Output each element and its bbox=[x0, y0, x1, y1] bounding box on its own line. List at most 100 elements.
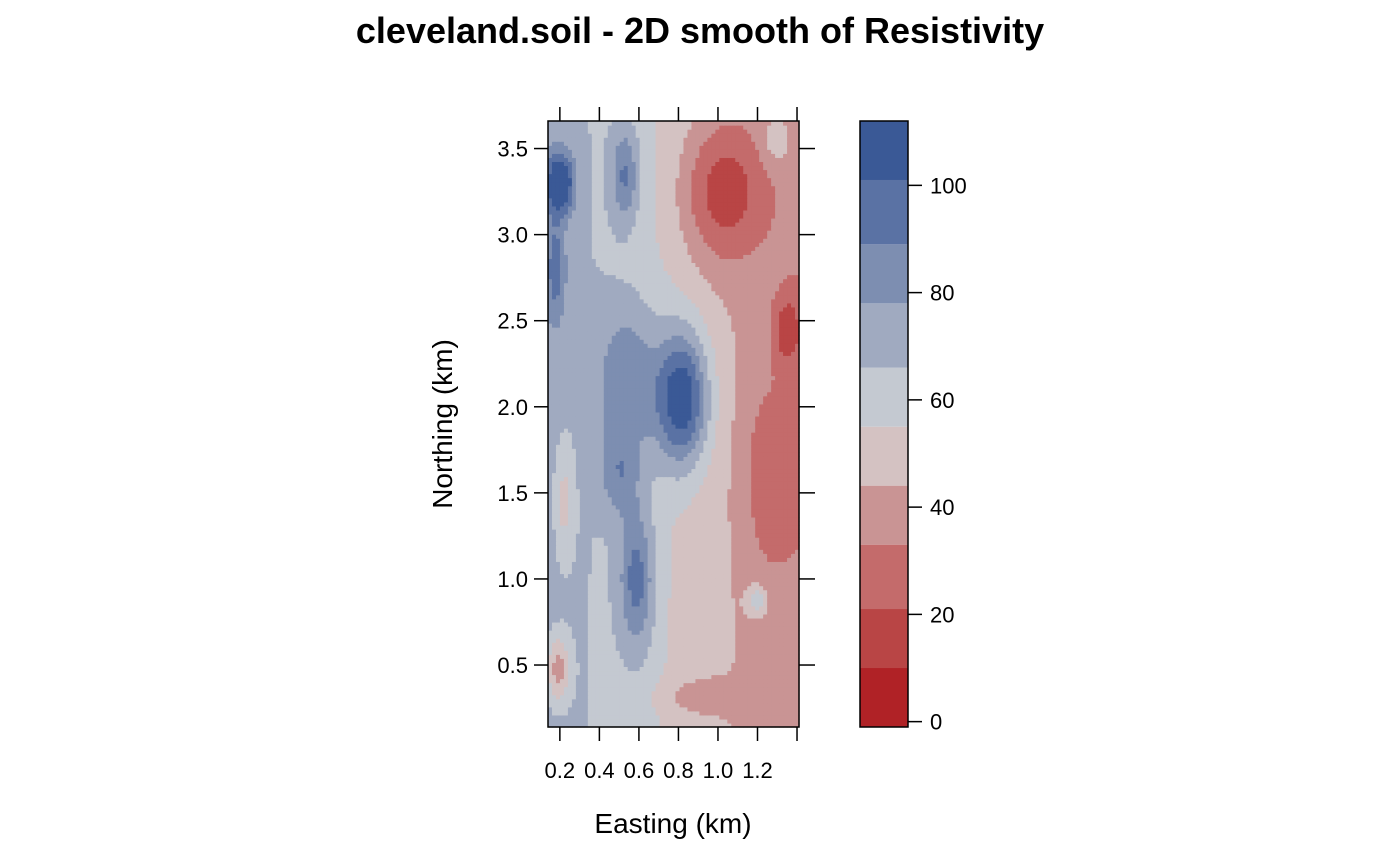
heatmap-cell bbox=[683, 436, 689, 441]
heatmap-cell bbox=[591, 702, 597, 708]
heatmap-cell bbox=[563, 670, 569, 676]
heatmap-cell bbox=[555, 484, 561, 490]
heatmap-cell bbox=[703, 722, 708, 728]
heatmap-cell bbox=[715, 589, 720, 595]
heatmap-cell bbox=[771, 609, 776, 615]
heatmap-cell bbox=[699, 407, 704, 413]
heatmap-cell bbox=[787, 411, 792, 417]
heatmap-cell bbox=[567, 686, 573, 692]
heatmap-cell bbox=[591, 569, 597, 575]
heatmap-cell bbox=[548, 428, 553, 433]
heatmap-cell bbox=[743, 573, 748, 579]
heatmap-cell bbox=[695, 557, 700, 562]
heatmap-cell bbox=[615, 589, 621, 595]
heatmap-cell bbox=[759, 569, 764, 575]
heatmap-cell bbox=[719, 436, 724, 441]
heatmap-cell bbox=[555, 565, 561, 571]
heatmap-cell bbox=[751, 468, 756, 474]
heatmap-cell bbox=[695, 601, 700, 607]
heatmap-cell bbox=[795, 654, 800, 659]
heatmap-cell bbox=[583, 585, 589, 591]
heatmap-cell bbox=[719, 662, 724, 667]
heatmap-cell bbox=[755, 565, 760, 571]
heatmap-cell bbox=[743, 690, 748, 696]
heatmap-cell bbox=[583, 642, 589, 647]
heatmap-cell bbox=[595, 585, 601, 591]
heatmap-cell bbox=[703, 488, 708, 494]
heatmap-cell bbox=[607, 533, 613, 538]
heatmap-cell bbox=[551, 613, 557, 619]
heatmap-cell bbox=[591, 706, 597, 712]
heatmap-cell bbox=[691, 565, 697, 571]
heatmap-cell bbox=[575, 593, 581, 599]
heatmap-cell bbox=[639, 432, 645, 437]
heatmap-cell bbox=[548, 569, 553, 575]
heatmap-cell bbox=[771, 666, 776, 672]
heatmap-cell bbox=[567, 520, 573, 526]
heatmap-cell bbox=[615, 436, 621, 441]
heatmap-cell bbox=[671, 706, 677, 712]
heatmap-cell bbox=[759, 419, 764, 425]
heatmap-cell bbox=[715, 452, 720, 457]
heatmap-cell bbox=[659, 694, 665, 700]
heatmap-cell bbox=[783, 508, 788, 514]
heatmap-cell bbox=[587, 634, 593, 639]
heatmap-cell bbox=[695, 525, 700, 530]
heatmap-cell bbox=[727, 432, 732, 437]
heatmap-cell bbox=[599, 512, 605, 518]
heatmap-cell bbox=[723, 496, 728, 502]
heatmap-cell bbox=[595, 436, 601, 441]
heatmap-cell bbox=[639, 714, 645, 720]
heatmap-cell bbox=[719, 432, 724, 437]
heatmap-cell bbox=[563, 468, 569, 474]
heatmap-cell bbox=[663, 496, 669, 502]
heatmap-cell bbox=[647, 444, 653, 449]
heatmap-cell bbox=[795, 714, 800, 720]
heatmap-cell bbox=[779, 545, 784, 550]
heatmap-cell bbox=[767, 484, 772, 490]
heatmap-cell bbox=[675, 411, 681, 417]
heatmap-cell bbox=[699, 569, 704, 575]
heatmap-cell bbox=[583, 476, 589, 482]
heatmap-cell bbox=[655, 706, 661, 712]
heatmap-cell bbox=[747, 642, 752, 647]
heatmap-cell bbox=[583, 500, 589, 506]
heatmap-cell bbox=[675, 468, 681, 474]
heatmap-cell bbox=[735, 520, 740, 526]
heatmap-cell bbox=[643, 480, 649, 486]
heatmap-cell bbox=[615, 520, 621, 526]
heatmap-cell bbox=[771, 476, 776, 482]
heatmap-cell bbox=[759, 605, 764, 611]
heatmap-cell bbox=[611, 549, 617, 554]
heatmap-cell bbox=[559, 621, 565, 627]
heatmap-cell bbox=[639, 411, 645, 417]
heatmap-cell bbox=[631, 690, 637, 696]
heatmap-cell bbox=[675, 496, 681, 502]
heatmap-cell bbox=[751, 432, 756, 437]
heatmap-cell bbox=[663, 658, 669, 663]
heatmap-cell bbox=[783, 464, 788, 470]
heatmap-cell bbox=[599, 654, 605, 659]
heatmap-cell bbox=[783, 557, 788, 562]
heatmap-cell bbox=[703, 464, 708, 470]
heatmap-cell bbox=[751, 722, 756, 728]
heatmap-cell bbox=[635, 585, 641, 591]
heatmap-cell bbox=[635, 609, 641, 615]
heatmap-cell bbox=[591, 565, 597, 571]
heatmap-cell bbox=[548, 561, 553, 566]
heatmap-cell bbox=[607, 448, 613, 453]
heatmap-cell bbox=[751, 472, 756, 478]
heatmap-cell bbox=[639, 605, 645, 611]
heatmap-cell bbox=[715, 593, 720, 599]
heatmap-cell bbox=[619, 561, 625, 566]
heatmap-cell bbox=[619, 448, 625, 453]
heatmap-cell bbox=[767, 678, 772, 684]
heatmap-cell bbox=[627, 630, 633, 635]
heatmap-cell bbox=[623, 537, 629, 542]
heatmap-cell bbox=[695, 545, 700, 550]
heatmap-cell bbox=[559, 512, 565, 518]
heatmap-cell bbox=[647, 516, 653, 522]
heatmap-cell bbox=[579, 553, 585, 558]
heatmap-cell bbox=[695, 411, 700, 417]
heatmap-cell bbox=[723, 424, 728, 429]
